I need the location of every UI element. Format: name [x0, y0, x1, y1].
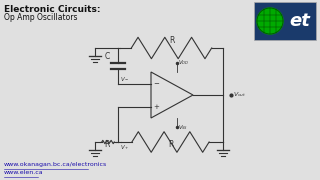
- Text: Op Amp Oscillators: Op Amp Oscillators: [4, 13, 77, 22]
- Text: C: C: [104, 51, 110, 60]
- Text: Electronic Circuits:: Electronic Circuits:: [4, 5, 100, 14]
- Circle shape: [257, 8, 283, 34]
- Text: $V_-$: $V_-$: [120, 75, 129, 82]
- FancyBboxPatch shape: [254, 2, 316, 40]
- Text: www.okanagan.bc.ca/electronics: www.okanagan.bc.ca/electronics: [4, 162, 107, 167]
- Text: R: R: [168, 140, 173, 149]
- Text: −: −: [153, 80, 159, 87]
- Text: $V_{SS}$: $V_{SS}$: [178, 123, 188, 132]
- Text: R: R: [104, 140, 109, 149]
- Text: R: R: [169, 36, 174, 45]
- Text: $V_{out}$: $V_{out}$: [233, 91, 247, 100]
- Text: $V_+$: $V_+$: [120, 143, 129, 152]
- Text: $V_{DD}$: $V_{DD}$: [178, 58, 189, 68]
- Text: +: +: [153, 103, 159, 109]
- Text: et: et: [289, 12, 310, 30]
- Text: www.elen.ca: www.elen.ca: [4, 170, 44, 175]
